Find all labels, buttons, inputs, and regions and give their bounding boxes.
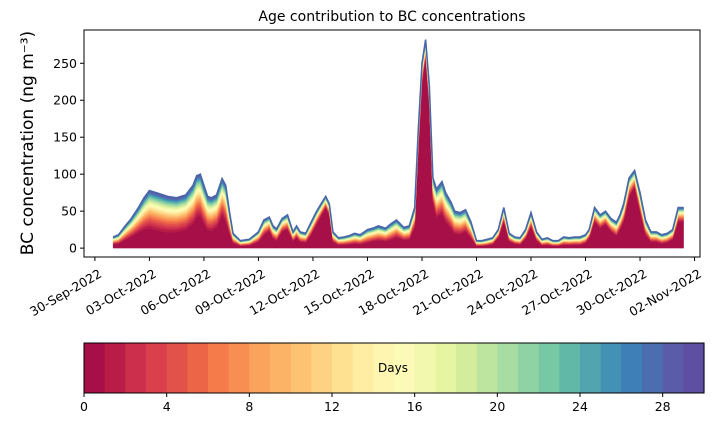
colorbar-segment [518,343,540,393]
colorbar-segment [497,343,519,393]
colorbar-segment [373,343,395,393]
colorbar-segment [125,343,147,393]
total-outline [112,39,684,242]
colorbar-label: Days [378,361,408,375]
colorbar-segment [187,343,209,393]
colorbar-segment [600,343,622,393]
colorbar-tick-label: 24 [572,399,588,414]
colorbar-tick-label: 16 [407,399,423,414]
colorbar-tick-label: 0 [80,399,88,414]
colorbar-segment [456,343,478,393]
y-axis-label: BC concentration (ng m⁻³) [18,31,38,255]
colorbar-frame [83,342,705,394]
colorbar-segment [559,343,581,393]
total-line [112,39,684,242]
colorbar-segment [642,343,664,393]
colorbar-segment [166,343,188,393]
colorbar-segment [104,343,126,393]
colorbar-tick-label: 28 [655,399,671,414]
x-axis: 30-Sep-202203-Oct-202206-Oct-202209-Oct-… [27,257,704,319]
colorbar-segment [621,343,643,393]
colorbar-tick-label: 20 [489,399,505,414]
colorbar-segment [146,343,168,393]
colorbar-segment [290,343,312,393]
colorbar-segment [208,343,230,393]
colorbar [83,342,705,394]
colorbar-segment [394,343,416,393]
y-tick-label: 250 [53,56,77,71]
chart-title: Age contribution to BC concentrations [258,9,525,25]
colorbar-segment [683,343,705,393]
plot-frame [83,29,701,258]
y-tick-label: 150 [53,130,77,145]
colorbar-segment [332,343,354,393]
colorbar-ticks: 0 4 8 12 16 20 24 28 [80,393,671,414]
y-axis: 0 50 100 150 200 250 [53,56,84,256]
colorbar-tick-label: 12 [324,399,340,414]
y-tick-label: 100 [53,167,77,182]
colorbar-segment [270,343,292,393]
colorbar-segment [476,343,498,393]
colorbar-tick-label: 8 [245,399,253,414]
colorbar-segment [84,343,106,393]
colorbar-segment [249,343,271,393]
colorbar-segment [580,343,602,393]
colorbar-segment [414,343,436,393]
colorbar-segment [311,343,333,393]
colorbar-segment [538,343,560,393]
colorbar-segment [662,343,684,393]
colorbar-segment [352,343,374,393]
colorbar-segment [228,343,250,393]
colorbar-segment [435,343,457,393]
colorbar-tick-label: 4 [163,399,171,414]
y-tick-label: 50 [61,204,77,219]
stacked-area-layers [112,39,684,249]
y-tick-label: 0 [69,241,77,256]
y-tick-label: 200 [53,93,77,108]
